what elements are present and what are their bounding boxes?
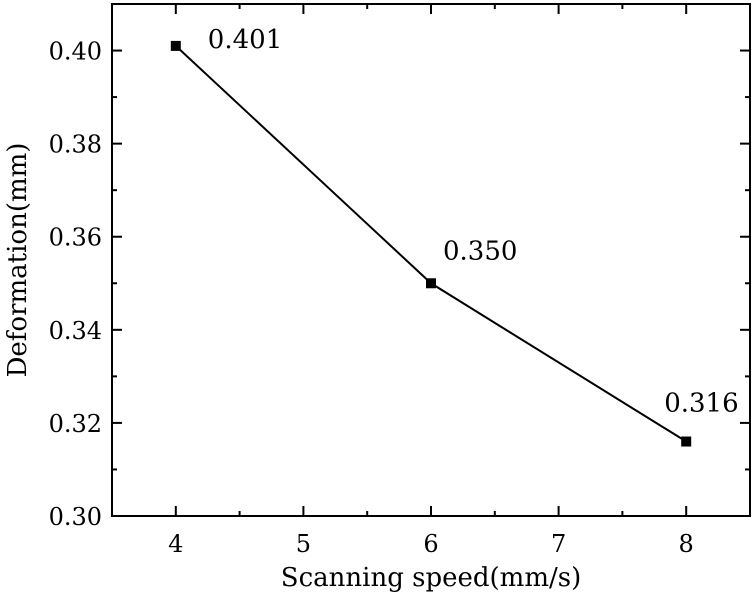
y-tick-label: 0.34 (49, 317, 102, 345)
data-label: 0.316 (664, 389, 738, 419)
x-tick-label: 7 (551, 530, 566, 558)
plot-frame (111, 3, 751, 517)
y-tick-label: 0.36 (49, 224, 102, 252)
data-point (426, 278, 436, 289)
data-label: 0.401 (208, 25, 282, 55)
x-axis-ticks: 4 5 6 7 8 (168, 4, 694, 558)
y-axis-title: Deformation(mm) (3, 143, 33, 378)
series-group: 0.401 0.350 0.316 (170, 25, 739, 447)
y-tick-label: 0.30 (49, 503, 102, 531)
data-point (170, 40, 181, 51)
x-tick-label: 4 (168, 530, 183, 558)
data-point (681, 436, 692, 447)
y-tick-label: 0.40 (49, 38, 102, 66)
series-line (175, 45, 687, 443)
data-label: 0.350 (443, 236, 517, 266)
y-axis-ticks: 0.30 0.32 0.34 0.36 0.38 0.40 (49, 38, 750, 531)
x-tick-label: 6 (423, 530, 438, 558)
y-tick-label: 0.38 (49, 131, 102, 159)
x-tick-label: 5 (296, 530, 311, 558)
x-tick-label: 8 (679, 530, 694, 558)
x-axis-title: Scanning speed(mm/s) (281, 563, 581, 593)
y-tick-label: 0.32 (49, 410, 102, 438)
